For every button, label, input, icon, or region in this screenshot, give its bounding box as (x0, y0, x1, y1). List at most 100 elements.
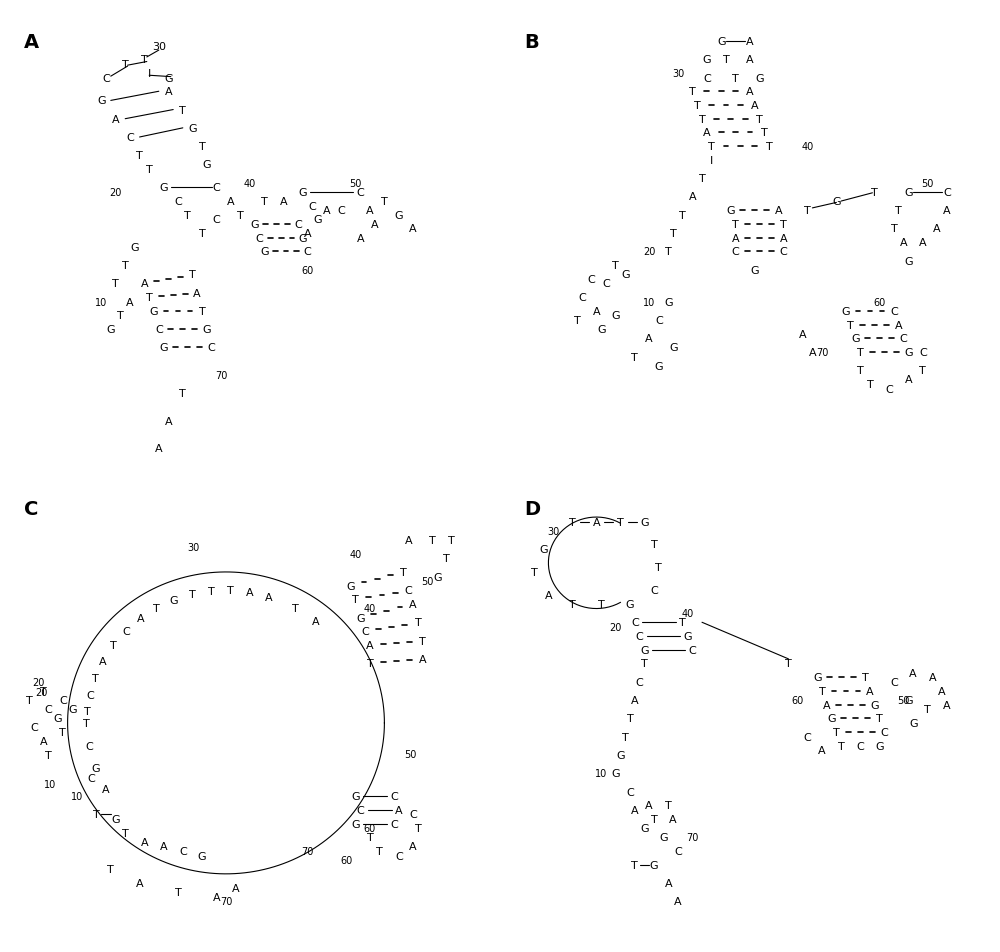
Text: T: T (857, 347, 864, 358)
Text: G: G (904, 188, 913, 198)
Text: A: A (669, 814, 677, 824)
Text: T: T (415, 823, 421, 833)
Text: C: C (179, 846, 187, 856)
Text: A: A (405, 535, 412, 545)
Text: 30: 30 (547, 526, 559, 536)
Text: 40: 40 (349, 549, 362, 559)
Text: C: C (689, 645, 696, 655)
Text: A: A (775, 206, 783, 216)
Text: 20: 20 (609, 623, 622, 632)
Text: G: G (659, 832, 668, 843)
Text: A: A (40, 737, 47, 746)
Text: C: C (890, 677, 898, 687)
Text: A: A (155, 444, 163, 453)
Text: C: C (390, 791, 398, 802)
Text: G: G (683, 631, 692, 642)
Text: T: T (189, 589, 196, 600)
Text: A: A (371, 220, 379, 229)
Text: D: D (524, 499, 541, 518)
Text: G: G (640, 517, 649, 527)
Text: T: T (400, 567, 407, 577)
Text: T: T (867, 380, 873, 389)
Text: 60: 60 (364, 823, 376, 833)
Text: G: G (616, 750, 625, 760)
Text: G: G (702, 55, 711, 65)
Text: G: G (106, 325, 115, 335)
Text: G: G (394, 210, 403, 221)
Text: C: C (390, 819, 398, 828)
Text: 30: 30 (152, 42, 166, 51)
Text: T: T (651, 540, 657, 550)
Text: C: C (304, 248, 311, 257)
Text: T: T (83, 718, 90, 728)
Text: G: G (669, 343, 678, 353)
Text: T: T (804, 206, 811, 216)
Text: C: C (256, 233, 263, 244)
Text: T: T (819, 686, 825, 696)
Text: I: I (148, 69, 151, 79)
Text: T: T (208, 586, 215, 596)
Text: A: A (545, 590, 552, 600)
Text: A: A (112, 114, 119, 125)
Text: 70: 70 (301, 846, 314, 856)
Text: T: T (732, 220, 739, 229)
Text: A: A (818, 745, 826, 756)
Text: B: B (524, 32, 539, 51)
Text: G: G (539, 545, 548, 554)
Text: C: C (674, 846, 682, 856)
Text: T: T (627, 714, 633, 724)
Text: C: C (650, 585, 658, 596)
Text: G: G (842, 307, 850, 316)
Text: T: T (292, 604, 299, 613)
Text: A: A (933, 225, 941, 234)
Text: T: T (847, 320, 854, 330)
Text: T: T (184, 210, 191, 221)
Text: T: T (110, 641, 117, 650)
Text: A: A (227, 197, 235, 207)
Text: T: T (367, 659, 373, 668)
Text: T: T (924, 704, 931, 714)
Text: 10: 10 (71, 791, 83, 802)
Text: A: A (645, 801, 653, 810)
Text: G: G (202, 325, 211, 335)
Text: G: G (904, 347, 913, 358)
Text: T: T (122, 261, 129, 270)
Text: T: T (876, 714, 883, 724)
Text: C: C (578, 293, 586, 303)
Text: T: T (227, 585, 234, 596)
Text: G: G (433, 572, 442, 582)
Text: 50: 50 (421, 577, 434, 586)
Text: A: A (703, 129, 711, 138)
Text: C: C (357, 805, 364, 815)
Text: A: A (645, 334, 653, 344)
Text: G: G (755, 73, 764, 84)
Text: 10: 10 (595, 768, 607, 779)
Text: 40: 40 (801, 142, 814, 152)
Text: T: T (112, 279, 119, 289)
Text: G: G (150, 307, 158, 316)
Text: C: C (361, 626, 369, 637)
Text: G: G (650, 860, 658, 870)
Text: A: A (136, 878, 143, 888)
Text: T: T (689, 88, 696, 97)
Text: G: G (68, 704, 77, 714)
Text: T: T (694, 101, 701, 110)
Text: C: C (309, 202, 316, 211)
Text: T: T (631, 860, 638, 870)
Text: T: T (891, 225, 897, 234)
Text: G: G (750, 266, 759, 275)
Text: C: C (213, 183, 220, 193)
Text: G: G (198, 851, 206, 861)
Text: C: C (395, 851, 403, 861)
Text: C: C (59, 695, 67, 705)
Text: A: A (938, 686, 946, 696)
Text: 20: 20 (109, 188, 122, 198)
Text: 20: 20 (643, 248, 655, 257)
Text: G: G (111, 814, 120, 824)
Text: A: A (395, 805, 403, 815)
Text: A: A (900, 238, 907, 248)
Text: C: C (24, 499, 39, 518)
Text: C: C (636, 677, 643, 687)
Text: T: T (631, 352, 638, 362)
Text: G: G (832, 197, 841, 207)
